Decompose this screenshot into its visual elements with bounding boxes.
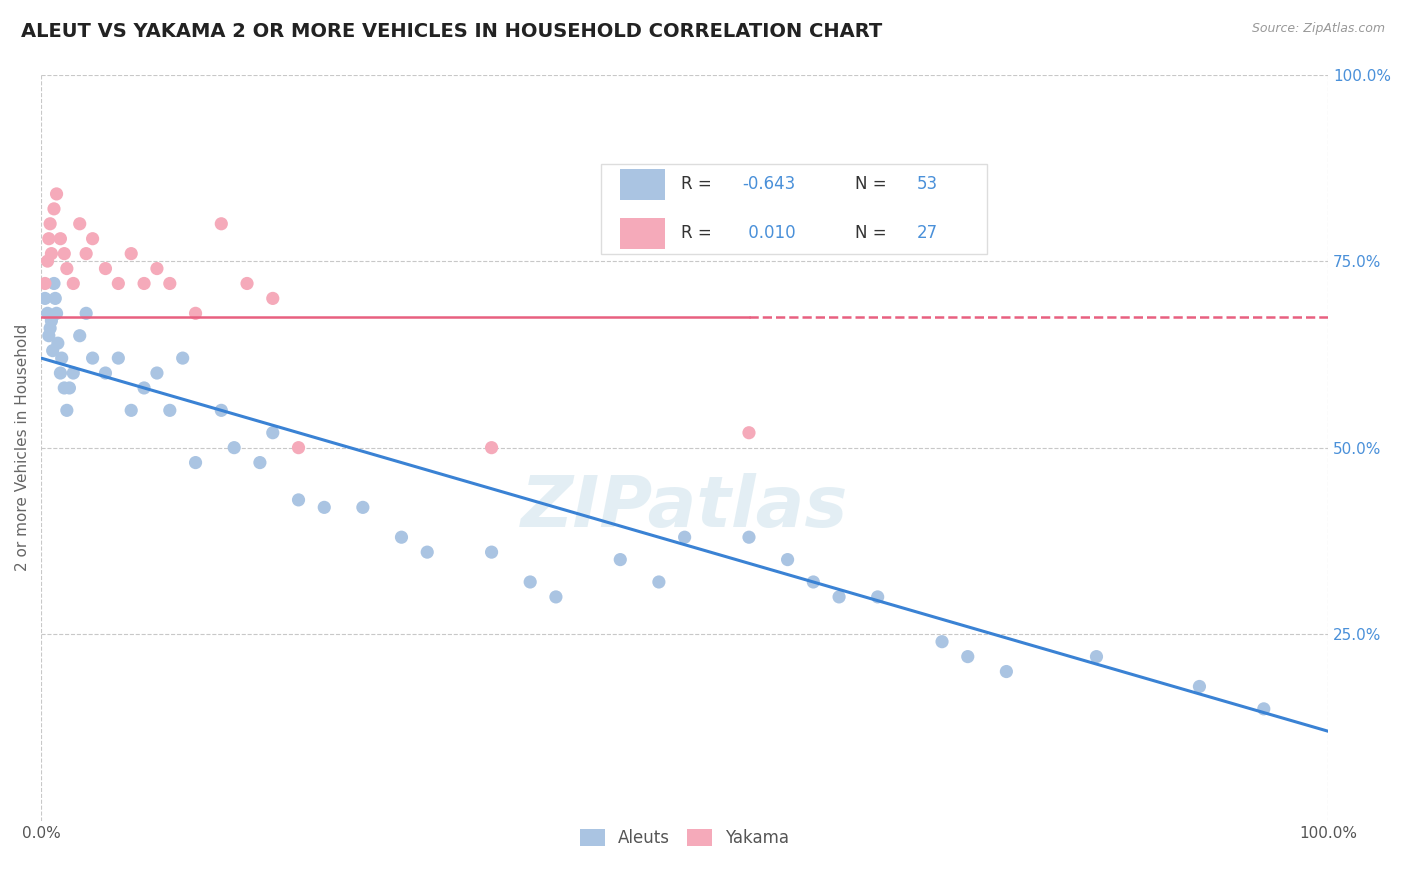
Point bbox=[53, 246, 76, 260]
Point bbox=[609, 552, 631, 566]
Text: N =: N = bbox=[855, 225, 891, 243]
Point bbox=[41, 343, 63, 358]
Point bbox=[481, 545, 503, 559]
Text: -0.643: -0.643 bbox=[742, 175, 796, 194]
Point bbox=[236, 277, 259, 291]
Text: N =: N = bbox=[855, 175, 891, 194]
Point bbox=[184, 456, 207, 470]
Text: 53: 53 bbox=[917, 175, 938, 194]
Point bbox=[41, 246, 63, 260]
Point bbox=[120, 403, 142, 417]
Point bbox=[49, 366, 72, 380]
Point bbox=[1253, 702, 1275, 716]
Point bbox=[37, 306, 59, 320]
Point bbox=[38, 328, 60, 343]
Point bbox=[49, 232, 72, 246]
Point bbox=[249, 456, 271, 470]
Text: 0.010: 0.010 bbox=[742, 225, 796, 243]
Point bbox=[37, 254, 59, 268]
Point bbox=[44, 292, 66, 306]
FancyBboxPatch shape bbox=[600, 164, 987, 253]
Point bbox=[75, 306, 97, 320]
Point bbox=[287, 492, 309, 507]
Point bbox=[224, 441, 246, 455]
Y-axis label: 2 or more Vehicles in Household: 2 or more Vehicles in Household bbox=[15, 324, 30, 571]
Bar bbox=[620, 169, 665, 200]
Point bbox=[132, 381, 155, 395]
Point bbox=[828, 590, 851, 604]
Text: R =: R = bbox=[681, 225, 717, 243]
Point bbox=[995, 665, 1018, 679]
Point bbox=[69, 328, 91, 343]
Text: ZIPatlas: ZIPatlas bbox=[522, 473, 848, 541]
Point bbox=[107, 277, 129, 291]
Text: 27: 27 bbox=[917, 225, 938, 243]
Point bbox=[931, 634, 953, 648]
Point bbox=[45, 306, 67, 320]
Point bbox=[75, 246, 97, 260]
Point bbox=[209, 403, 232, 417]
Point bbox=[39, 217, 62, 231]
Point bbox=[648, 574, 671, 589]
Point bbox=[159, 277, 181, 291]
Point bbox=[1188, 680, 1211, 694]
Point bbox=[58, 381, 80, 395]
Point bbox=[51, 351, 73, 365]
Point bbox=[146, 261, 169, 276]
Point bbox=[53, 381, 76, 395]
Point bbox=[287, 441, 309, 455]
Point bbox=[82, 351, 104, 365]
Point bbox=[45, 186, 67, 201]
Point bbox=[34, 292, 56, 306]
Point bbox=[738, 425, 761, 440]
Point bbox=[146, 366, 169, 380]
Point bbox=[46, 336, 69, 351]
Bar bbox=[620, 218, 665, 249]
Point bbox=[107, 351, 129, 365]
Point bbox=[159, 403, 181, 417]
Point bbox=[673, 530, 696, 544]
Text: ALEUT VS YAKAMA 2 OR MORE VEHICLES IN HOUSEHOLD CORRELATION CHART: ALEUT VS YAKAMA 2 OR MORE VEHICLES IN HO… bbox=[21, 22, 883, 41]
Point bbox=[801, 574, 824, 589]
Legend: Aleuts, Yakama: Aleuts, Yakama bbox=[574, 822, 796, 854]
Point bbox=[481, 441, 503, 455]
Point bbox=[262, 292, 284, 306]
Point bbox=[172, 351, 194, 365]
Point bbox=[184, 306, 207, 320]
Point bbox=[776, 552, 799, 566]
Point bbox=[120, 246, 142, 260]
Point bbox=[352, 500, 374, 515]
Point bbox=[738, 530, 761, 544]
Point bbox=[132, 277, 155, 291]
Point bbox=[41, 314, 63, 328]
Point bbox=[39, 321, 62, 335]
Point bbox=[82, 232, 104, 246]
Text: R =: R = bbox=[681, 175, 717, 194]
Point bbox=[209, 217, 232, 231]
Point bbox=[956, 649, 979, 664]
Text: Source: ZipAtlas.com: Source: ZipAtlas.com bbox=[1251, 22, 1385, 36]
Point bbox=[42, 277, 65, 291]
Point bbox=[62, 366, 84, 380]
Point bbox=[519, 574, 541, 589]
Point bbox=[866, 590, 889, 604]
Point bbox=[69, 217, 91, 231]
Point bbox=[262, 425, 284, 440]
Point bbox=[391, 530, 413, 544]
Point bbox=[416, 545, 439, 559]
Point bbox=[314, 500, 336, 515]
Point bbox=[38, 232, 60, 246]
Point bbox=[94, 366, 117, 380]
Point bbox=[1085, 649, 1108, 664]
Point bbox=[56, 403, 79, 417]
Point bbox=[34, 277, 56, 291]
Point bbox=[56, 261, 79, 276]
Point bbox=[544, 590, 567, 604]
Point bbox=[62, 277, 84, 291]
Point bbox=[94, 261, 117, 276]
Point bbox=[42, 202, 65, 216]
